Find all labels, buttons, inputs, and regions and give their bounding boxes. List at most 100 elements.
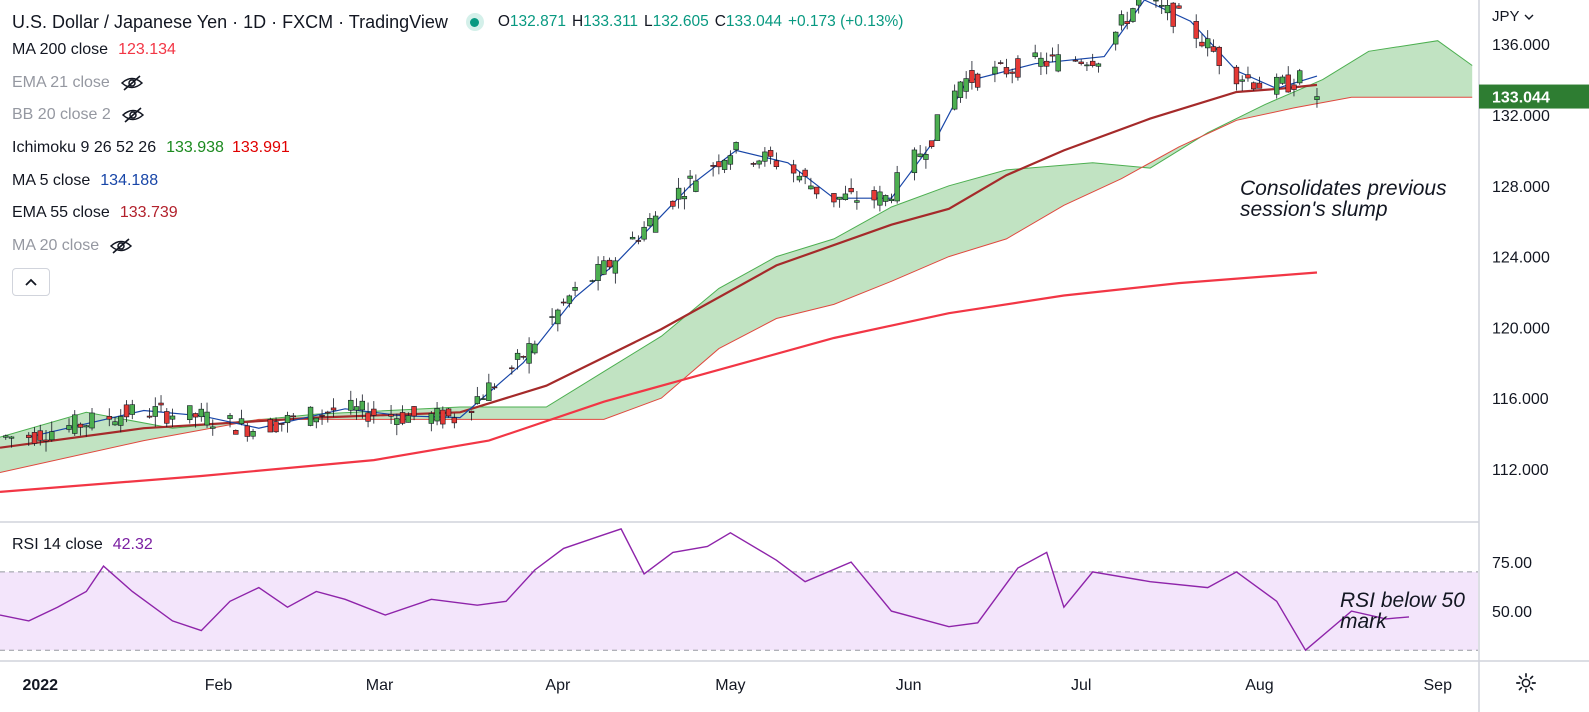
candle-body: [428, 413, 435, 424]
candle-body: [1256, 82, 1263, 89]
indicator-ma5[interactable]: MA 5 close 134.188: [12, 164, 909, 197]
rsi-name: RSI 14 close: [12, 536, 103, 553]
candle-body: [629, 236, 636, 240]
candle-body: [773, 160, 780, 167]
candle-body: [894, 172, 900, 202]
rsi-tick-label: 75.00: [1492, 555, 1532, 572]
rsi-legend[interactable]: RSI 14 close 42.32: [12, 536, 161, 554]
candle-body: [250, 430, 256, 437]
candle-body: [1043, 60, 1050, 67]
currency-label: JPY: [1492, 8, 1520, 25]
candle-body: [1205, 38, 1211, 49]
candle-body: [486, 382, 492, 401]
candle-body: [877, 191, 883, 206]
candle-body: [405, 415, 412, 423]
candle-body: [997, 62, 1004, 64]
indicator-value: 133.739: [119, 204, 178, 222]
candle-body: [572, 287, 578, 291]
candle-body: [1245, 74, 1251, 79]
price-tick-label: 124.000: [1492, 250, 1550, 267]
candle-body: [1176, 5, 1182, 9]
candle-body: [589, 280, 596, 282]
candle-body: [1009, 71, 1015, 74]
last-price-tag: 133.044: [1492, 90, 1550, 107]
candle-body: [1072, 59, 1079, 62]
candle-body: [974, 73, 981, 88]
candle-body: [388, 414, 394, 417]
candle-body: [687, 175, 693, 179]
live-dot-icon: [465, 13, 484, 31]
candle-body: [158, 402, 164, 406]
ichimoku-span-b: [0, 96, 1473, 473]
symbol-title[interactable]: U.S. Dollar / Japanese Yen · 1D · FXCM ·…: [12, 11, 448, 32]
candle-body: [244, 425, 250, 437]
indicator-legend: U.S. Dollar / Japanese Yen · 1D · FXCM ·…: [12, 10, 909, 297]
candle-body: [313, 417, 320, 423]
candle-body: [440, 409, 446, 425]
candle-body: [526, 343, 532, 364]
candle-body: [365, 412, 371, 422]
candle-body: [445, 408, 452, 417]
indicator-value: 133.938: [166, 139, 224, 157]
candle-body: [198, 408, 204, 418]
candle-body: [394, 418, 400, 425]
candle-body: [118, 416, 124, 426]
candle-body: [307, 406, 314, 426]
candle-body: [3, 435, 9, 438]
candle-body: [8, 436, 15, 439]
currency-selector[interactable]: JPY: [1492, 8, 1534, 25]
candle-body: [934, 114, 941, 141]
indicator-bb20[interactable]: BB 20 close 2: [12, 99, 909, 132]
candle-body: [1015, 58, 1021, 78]
ohlc-low: L132.605: [644, 13, 709, 30]
candle-body: [1118, 14, 1125, 26]
indicator-ichimoku[interactable]: Ichimoku 9 26 52 26 133.938 133.991: [12, 132, 909, 165]
rsi-pane: [0, 528, 1478, 652]
candle-body: [26, 434, 32, 438]
indicator-name: MA 200 close: [12, 41, 109, 59]
candle-body: [1153, 0, 1159, 2]
time-tick-label: Jun: [896, 677, 922, 694]
price-tick-label: 116.000: [1492, 391, 1549, 408]
candle-body: [204, 411, 210, 426]
eye-crossed-icon[interactable]: [109, 237, 133, 255]
candle-body: [767, 150, 774, 157]
candle-body: [566, 295, 573, 304]
indicator-name: EMA 55 close: [12, 204, 110, 222]
indicator-name: EMA 21 close: [12, 73, 110, 91]
candle-body: [77, 423, 84, 428]
indicator-ma20[interactable]: MA 20 close: [12, 230, 909, 263]
indicator-ema21[interactable]: EMA 21 close: [12, 67, 909, 100]
collapse-legend-button[interactable]: [12, 268, 50, 297]
candle-body: [951, 90, 958, 110]
candle-body: [1314, 96, 1320, 100]
candle-body: [359, 400, 366, 411]
candle-body: [681, 196, 688, 200]
indicator-value-2: 133.991: [231, 139, 290, 157]
candle-body: [532, 343, 538, 354]
candle-body: [813, 186, 820, 195]
candle-body: [1233, 66, 1240, 85]
candle-body: [83, 425, 89, 428]
candle-body: [210, 426, 216, 429]
candle-body: [273, 421, 279, 433]
chevron-down-icon: [1524, 14, 1534, 20]
rsi-tick-label: 50.00: [1492, 604, 1532, 621]
candle-body: [106, 415, 112, 420]
eye-crossed-icon[interactable]: [121, 106, 145, 124]
candle-body: [474, 396, 481, 404]
candle-body: [325, 411, 331, 414]
candle-body: [1078, 61, 1084, 64]
indicator-ma200[interactable]: MA 200 close 123.134: [12, 34, 909, 67]
candle-body: [290, 415, 296, 418]
candle-body: [371, 408, 377, 416]
eye-crossed-icon[interactable]: [120, 74, 144, 92]
candle-body: [612, 260, 619, 274]
candle-body: [1038, 57, 1044, 67]
ma200-line: [0, 271, 1318, 493]
candle-body: [871, 190, 877, 201]
gear-icon[interactable]: [1515, 672, 1537, 694]
indicator-ema55[interactable]: EMA 55 close 133.739: [12, 197, 909, 230]
